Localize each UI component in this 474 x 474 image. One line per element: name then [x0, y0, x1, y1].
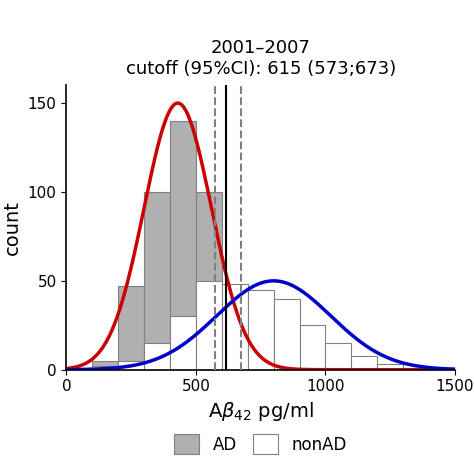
Bar [326, 343, 351, 370]
Title: 2001–2007
cutoff (95%CI): 615 (573;673): 2001–2007 cutoff (95%CI): 615 (573;673) [126, 39, 396, 78]
Bar [144, 192, 170, 370]
Bar [300, 366, 326, 370]
Bar [273, 361, 300, 370]
X-axis label: A$\beta_{42}$ pg/ml: A$\beta_{42}$ pg/ml [208, 400, 314, 423]
Bar [92, 366, 118, 370]
Y-axis label: count: count [3, 200, 22, 255]
Bar [351, 356, 377, 370]
Bar [222, 317, 248, 370]
Bar [170, 121, 196, 370]
Bar [92, 361, 118, 370]
Bar [196, 192, 222, 370]
Bar [222, 284, 248, 370]
Bar [170, 317, 196, 370]
Bar [300, 325, 326, 370]
Bar [248, 352, 273, 370]
Bar [118, 361, 144, 370]
Bar [196, 281, 222, 370]
Bar [248, 290, 273, 370]
Bar [377, 365, 403, 370]
Legend: AD, nonAD: AD, nonAD [167, 427, 354, 461]
Bar [403, 368, 429, 370]
Bar [118, 286, 144, 370]
Bar [273, 299, 300, 370]
Bar [144, 343, 170, 370]
Bar [326, 368, 351, 370]
